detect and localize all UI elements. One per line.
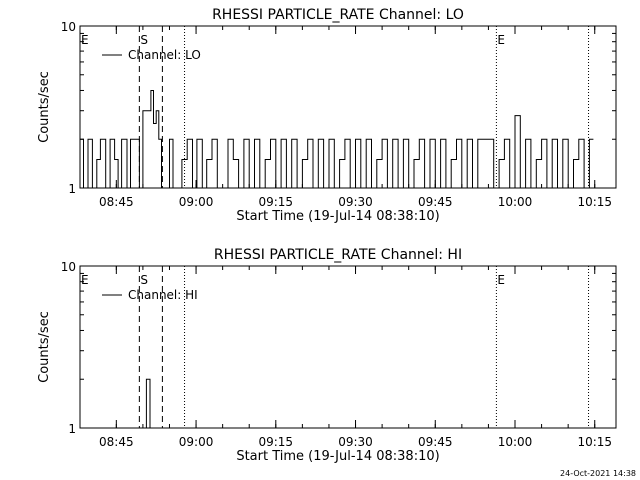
annotation-label: E [81, 33, 89, 47]
y-tick-label: 1 [68, 422, 76, 436]
chart-title: RHESSI PARTICLE_RATE Channel: LO [212, 7, 464, 23]
chart-title: RHESSI PARTICLE_RATE Channel: HI [214, 247, 462, 263]
legend-label: Channel: HI [128, 288, 198, 302]
x-tick-label: 09:45 [418, 435, 453, 449]
x-tick-label: 10:15 [577, 195, 612, 209]
x-tick-label: 08:45 [99, 195, 134, 209]
legend-label: Channel: LO [128, 48, 201, 62]
y-axis-label: Counts/sec [37, 71, 52, 143]
x-tick-label: 08:45 [99, 435, 134, 449]
x-tick-label: 10:00 [498, 195, 533, 209]
x-tick-label: 09:15 [258, 195, 293, 209]
annotation-label: E [497, 33, 505, 47]
annotation-label: E [81, 273, 89, 287]
annotation-label: S [140, 273, 148, 287]
plot-frame [79, 25, 617, 189]
annotation-label: E [497, 273, 505, 287]
annotation-label: S [140, 33, 148, 47]
x-tick-label: 10:00 [498, 435, 533, 449]
chart-panel: RHESSI PARTICLE_RATE Channel: HI 08:45 09:… [37, 247, 617, 464]
series-line [80, 90, 594, 189]
y-tick-label: 10 [61, 20, 76, 34]
x-tick-label: 10:15 [577, 435, 612, 449]
footer-date: 24-Oct-2021 14:38 [560, 469, 636, 478]
x-tick-label: 09:30 [338, 435, 373, 449]
y-tick-label: 10 [61, 260, 76, 274]
x-tick-label: 09:45 [418, 195, 453, 209]
x-tick-label: 09:15 [258, 435, 293, 449]
y-tick-label: 1 [68, 182, 76, 196]
x-tick-label: 09:00 [179, 435, 214, 449]
series-line [80, 378, 616, 429]
x-axis-label: Start Time (19-Jul-14 08:38:10) [236, 209, 439, 224]
x-tick-label: 09:00 [179, 195, 214, 209]
x-tick-label: 09:30 [338, 195, 373, 209]
x-axis-label: Start Time (19-Jul-14 08:38:10) [236, 449, 439, 464]
y-axis-label: Counts/sec [37, 311, 52, 383]
chart-panel: RHESSI PARTICLE_RATE Channel: LO 08:45 09:… [37, 7, 617, 224]
